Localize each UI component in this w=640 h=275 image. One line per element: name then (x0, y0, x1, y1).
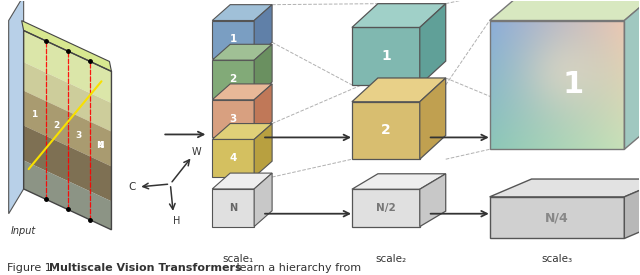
Polygon shape (254, 44, 272, 98)
Text: 2: 2 (381, 123, 391, 138)
Polygon shape (352, 102, 420, 159)
Text: Figure 1.: Figure 1. (6, 263, 58, 273)
Polygon shape (24, 160, 111, 230)
Polygon shape (490, 21, 625, 149)
Text: 4: 4 (97, 141, 104, 150)
Text: 1: 1 (230, 34, 237, 44)
Text: N: N (229, 203, 237, 213)
Polygon shape (352, 78, 445, 102)
Text: 4: 4 (230, 153, 237, 163)
Polygon shape (352, 28, 420, 85)
Polygon shape (22, 21, 111, 72)
Text: 3: 3 (230, 114, 237, 123)
Text: 1: 1 (31, 110, 38, 119)
Polygon shape (490, 197, 625, 238)
Polygon shape (352, 189, 420, 227)
Text: N/2: N/2 (376, 203, 396, 213)
Polygon shape (212, 189, 254, 227)
Text: 2: 2 (230, 74, 237, 84)
Polygon shape (24, 62, 111, 131)
Polygon shape (212, 100, 254, 138)
Text: 2: 2 (54, 120, 60, 130)
Polygon shape (212, 123, 272, 139)
Polygon shape (212, 21, 254, 58)
Polygon shape (254, 84, 272, 138)
Polygon shape (490, 179, 640, 197)
Polygon shape (9, 0, 24, 214)
Text: scale₃: scale₃ (541, 254, 573, 264)
Text: N/4: N/4 (545, 211, 569, 224)
Text: W: W (191, 147, 201, 157)
Text: Multiscale Vision Transformers: Multiscale Vision Transformers (49, 263, 241, 273)
Polygon shape (254, 5, 272, 58)
Polygon shape (24, 126, 111, 201)
Polygon shape (254, 173, 272, 227)
Polygon shape (24, 31, 111, 103)
Text: 1: 1 (563, 70, 584, 99)
Text: 1: 1 (381, 49, 391, 63)
Text: scale₁: scale₁ (223, 254, 254, 264)
Text: N: N (96, 141, 104, 150)
Polygon shape (254, 123, 272, 177)
Text: Input: Input (11, 226, 36, 236)
Text: C: C (129, 182, 136, 192)
Polygon shape (625, 0, 640, 149)
Polygon shape (212, 173, 272, 189)
Polygon shape (24, 91, 111, 166)
Text: 3: 3 (76, 131, 82, 140)
Polygon shape (352, 174, 445, 189)
Polygon shape (352, 4, 445, 28)
Text: scale₂: scale₂ (375, 254, 406, 264)
Polygon shape (212, 84, 272, 100)
Polygon shape (420, 174, 445, 227)
Polygon shape (212, 139, 254, 177)
Polygon shape (212, 60, 254, 98)
Polygon shape (212, 5, 272, 21)
Text: learn a hierarchy from: learn a hierarchy from (233, 263, 362, 273)
Polygon shape (625, 179, 640, 238)
Polygon shape (490, 0, 640, 21)
Polygon shape (420, 78, 445, 159)
Text: H: H (173, 216, 180, 226)
Polygon shape (420, 4, 445, 85)
Polygon shape (212, 44, 272, 60)
